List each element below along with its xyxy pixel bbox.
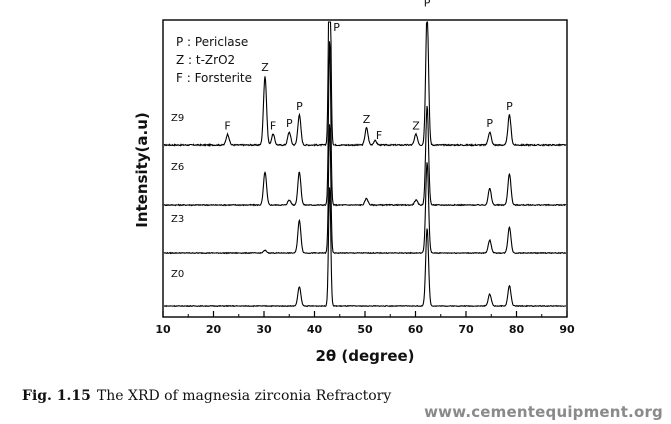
series-line-z0	[164, 187, 566, 308]
peak-label-f-3: F	[270, 119, 276, 132]
series-label-z6: Z6	[171, 162, 184, 173]
x-tick-label-50: 50	[357, 323, 373, 336]
peak-label-p-4: P	[286, 117, 293, 130]
legend-entry-1: Z : t-ZrO2	[176, 53, 235, 67]
y-axis-title: Intensity(a.u)	[133, 112, 151, 228]
peak-label-p-0: P	[333, 21, 340, 34]
figure-caption: Fig. 1.15 The XRD of magnesia zirconia Re…	[22, 388, 391, 404]
series-label-z3: Z3	[171, 214, 184, 225]
peak-label-z-8: Z	[412, 119, 420, 132]
peak-label-p-11: P	[506, 100, 513, 113]
legend-entry-0: P : Periclase	[176, 35, 248, 49]
x-tick-label-30: 30	[256, 323, 272, 336]
watermark: www.cementequipment.org	[424, 403, 663, 421]
series-label-z0: Z0	[171, 269, 184, 280]
legend: P : Periclase Z : t-ZrO2 F : Forsterite	[176, 35, 252, 85]
peak-label-p-5: P	[296, 100, 303, 113]
x-tick-label-40: 40	[307, 323, 323, 336]
x-axis-title: 2θ (degree)	[315, 347, 414, 365]
peak-label-f-1: F	[224, 119, 230, 132]
x-tick-label-60: 60	[408, 323, 424, 336]
peak-label-f-7: F	[376, 129, 382, 142]
x-axis-ticks: 10 20 30 40 50 60 70 80 90	[155, 311, 575, 336]
x-tick-label-80: 80	[509, 323, 525, 336]
series-labels: Z9 Z6 Z3 Z0	[171, 113, 184, 280]
peak-label-z-2: Z	[261, 61, 269, 74]
peak-label-z-6: Z	[363, 113, 371, 126]
series-lines	[163, 21, 567, 308]
peak-label-p-9: P	[424, 0, 431, 10]
figure-label: Fig. 1.15	[22, 388, 91, 404]
x-tick-label-20: 20	[206, 323, 222, 336]
x-tick-label-10: 10	[155, 323, 171, 336]
series-line-z3	[163, 124, 567, 255]
series-label-z9: Z9	[171, 113, 184, 124]
series-line-z6	[163, 41, 567, 207]
figure-caption-text: The XRD of magnesia zirconia Refractory	[96, 388, 392, 404]
series-line-z9	[163, 21, 567, 148]
x-tick-label-70: 70	[458, 323, 474, 336]
x-tick-label-90: 90	[559, 323, 575, 336]
legend-entry-2: F : Forsterite	[176, 71, 252, 85]
peak-label-p-10: P	[486, 117, 493, 130]
